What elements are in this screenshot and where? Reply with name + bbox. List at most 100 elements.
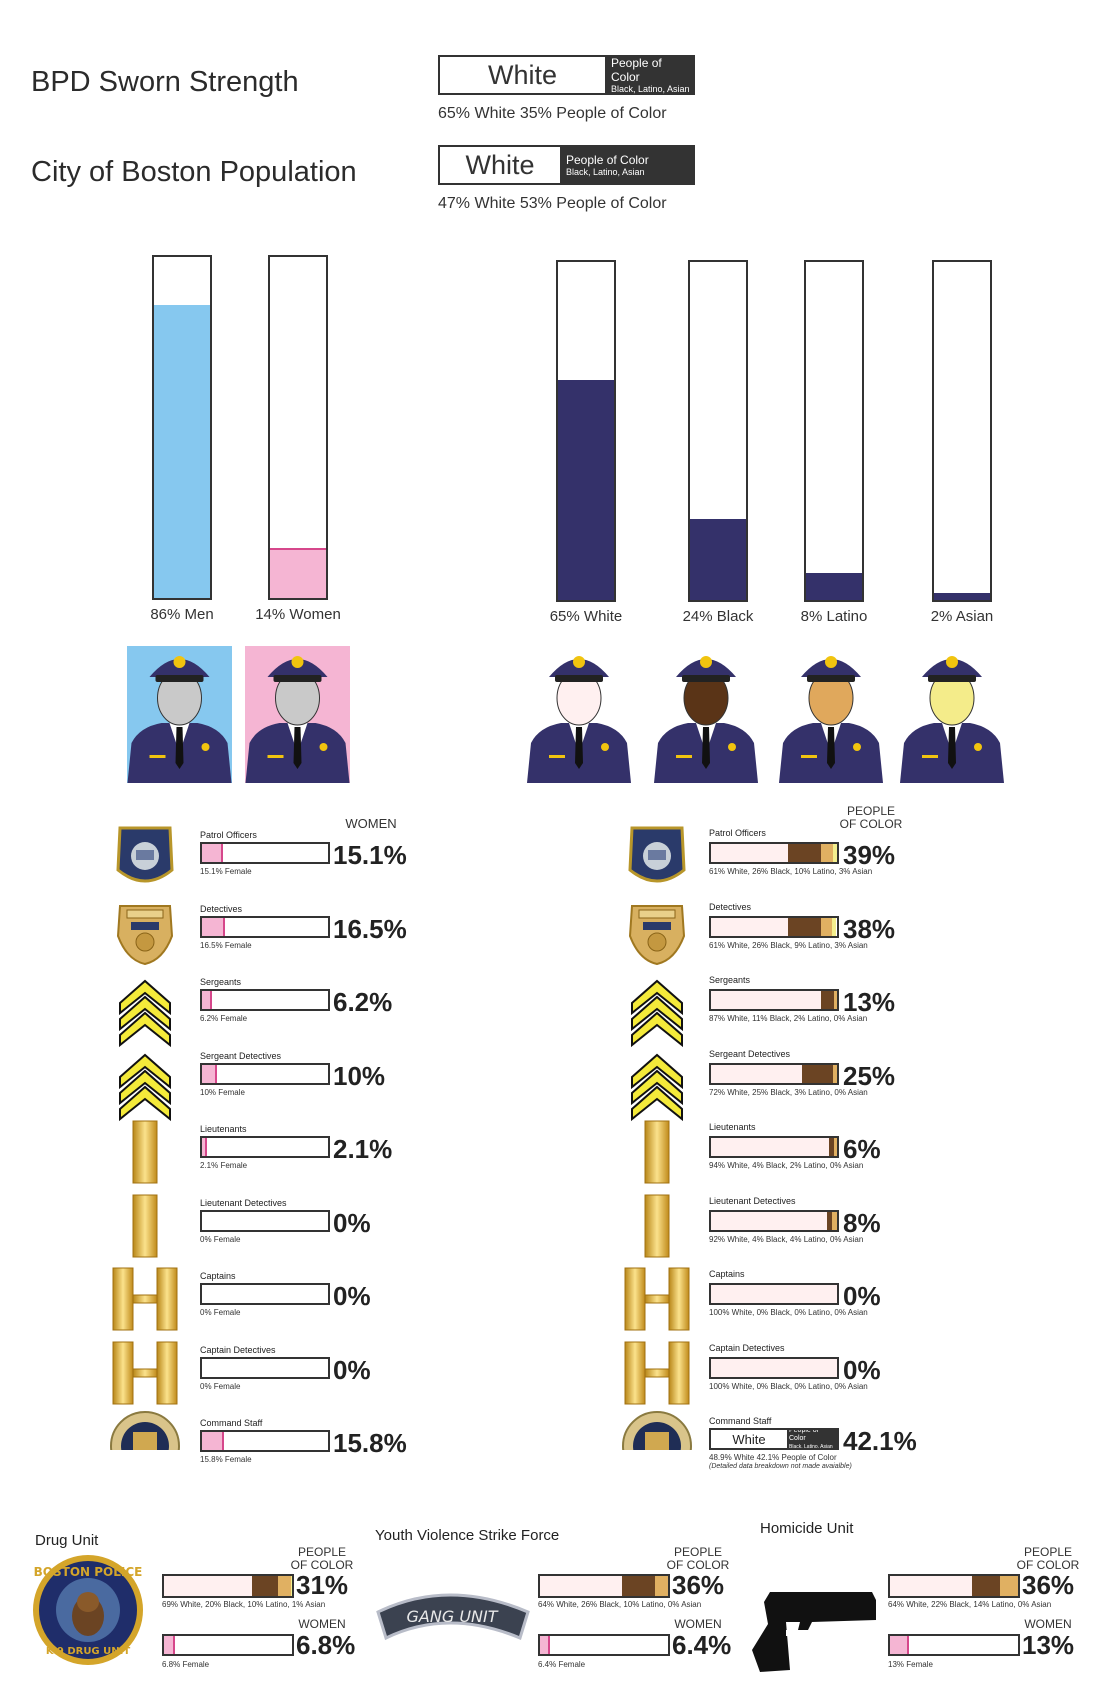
lieutenant-bar-icon [132, 1120, 158, 1184]
command-note: (Detailed data breakdown not made avaial… [709, 1463, 852, 1470]
unit-poc-segment [971, 1576, 1001, 1596]
rank-women-caption-detectives: 16.5% Female [200, 941, 252, 950]
women-fill [202, 991, 212, 1009]
poc-segment-white [711, 918, 788, 936]
rank-women-caption-sergeants: 6.2% Female [200, 1014, 248, 1023]
rank-poc-bar-detectives [709, 916, 839, 938]
rank-poc-caption-patrol-officers: 61% White, 26% Black, 10% Latino, 3% Asi… [709, 867, 873, 876]
rank-poc-pct-captains: 0% [843, 1281, 881, 1311]
officer-latino-icon [779, 656, 883, 783]
rank-title-women-patrol-officers: Patrol Officers [200, 830, 257, 840]
race-bar-asian [932, 260, 992, 602]
race-bar-fill [558, 380, 614, 600]
race-bar-fill [806, 572, 862, 600]
lieutenant-bar-icon [644, 1194, 670, 1258]
rank-women-caption-captain-detectives: 0% Female [200, 1382, 241, 1391]
rank-women-bar-sergeants [200, 989, 330, 1011]
rank-women-caption-lieutenant-detectives: 0% Female [200, 1235, 241, 1244]
bpd-poc-label: People of Color [611, 56, 662, 84]
unit-poc-header-youth-violence-strike-force: PEOPLE OF COLOR [663, 1546, 733, 1572]
unit-women-caption-drug-unit: 6.8% Female [162, 1660, 210, 1669]
rank-women-bar-captains [200, 1283, 330, 1305]
race-bar-label: 24% Black [682, 608, 754, 625]
lieutenant-bar-icon [644, 1120, 670, 1184]
unit-poc-bar-drug-unit [162, 1574, 294, 1598]
officer-illustrations [127, 646, 1004, 783]
rank-poc-bar-lieutenant-detectives [709, 1210, 839, 1232]
poc-segment-white [711, 1359, 837, 1377]
unit-poc-caption-homicide-unit: 64% White, 22% Black, 14% Latino, 0% Asi… [888, 1600, 1052, 1609]
poc-segment-black [801, 1065, 834, 1083]
unit-poc-segment [277, 1576, 291, 1596]
unit-women-bar-youth-violence-strike-force [538, 1634, 670, 1656]
poc-segment-white [711, 1138, 830, 1156]
gender-bar-fill [154, 304, 210, 598]
unit-poc-header-line1: PEOPLE [1023, 1545, 1073, 1559]
race-bar-label: 65% White [549, 608, 623, 625]
rank-poc-bar-patrol-officers [709, 842, 839, 864]
rank-women-bar-lieutenant-detectives [200, 1210, 330, 1232]
rank-title-poc-detectives: Detectives [709, 902, 752, 912]
unit-women-header-homicide-unit: WOMEN [1024, 1617, 1072, 1631]
k9-drug-unit-badge-icon: BOSTON POLICE K-9 DRUG UNIT [33, 1555, 143, 1665]
rank-women-bar-command-staff [200, 1430, 330, 1452]
rank-title-poc-sergeants: Sergeants [709, 975, 751, 985]
poc-segment-asian [833, 844, 837, 862]
rank-title-poc-command-staff: Command Staff [709, 1416, 772, 1426]
unit-title-homicide-unit: Homicide Unit [760, 1520, 854, 1537]
unit-women-caption-youth-violence-strike-force: 6.4% Female [538, 1660, 586, 1669]
unit-women-pct-homicide-unit: 13% [1022, 1630, 1075, 1660]
rank-poc-pct-sergeant-detectives: 25% [843, 1061, 896, 1091]
unit-women-bar-homicide-unit [888, 1634, 1020, 1656]
unit-poc-header-line2: OF COLOR [1016, 1558, 1080, 1572]
race-bar-fill [934, 593, 990, 600]
city-poc-segment: People of Color Black, Latino, Asian [560, 147, 693, 183]
officer-black-icon [654, 656, 758, 783]
poc-segment-black [820, 991, 835, 1009]
rank-poc-caption-sergeant-detectives: 72% White, 25% Black, 3% Latino, 0% Asia… [709, 1088, 868, 1097]
poc-segment-latino [820, 918, 832, 936]
unit-poc-caption-drug-unit: 69% White, 20% Black, 10% Latino, 1% Asi… [162, 1600, 326, 1609]
rank-poc-bar-command-staff: White People of Color Black, Latino, Asian [709, 1428, 839, 1450]
rank-title-women-sergeant-detectives: Sergeant Detectives [200, 1051, 282, 1061]
unit-poc-pct-youth-violence-strike-force: 36% [672, 1570, 725, 1600]
bpd-split-bar: White People of Color Black, Latino, Asi… [438, 55, 695, 95]
unit-poc-header-drug-unit: PEOPLE OF COLOR [287, 1546, 357, 1572]
race-bar-latino [804, 260, 864, 602]
unit-poc-caption-youth-violence-strike-force: 64% White, 26% Black, 10% Latino, 0% Asi… [538, 1600, 702, 1609]
captain-bars-icon [624, 1267, 690, 1331]
poc-header-line1: PEOPLE [846, 804, 896, 818]
city-white-label: White [465, 149, 535, 180]
gender-bar-fill [270, 548, 326, 598]
rank-women-bar-lieutenants [200, 1136, 330, 1158]
rank-poc-bar-captains [709, 1283, 839, 1305]
rank-title-women-command-staff: Command Staff [200, 1418, 263, 1428]
unit-title-drug-unit: Drug Unit [35, 1532, 99, 1549]
rank-title-women-captains: Captains [200, 1271, 236, 1281]
race-bar-fill [690, 518, 746, 600]
rank-title-women-detectives: Detectives [200, 904, 243, 914]
poc-segment-white [711, 1065, 802, 1083]
sergeant-chevron-icon [119, 979, 171, 1048]
rank-poc-caption-command-staff: 48.9% White 42.1% People of Color [709, 1453, 837, 1462]
rank-women-bar-patrol-officers [200, 842, 330, 864]
poc-segment-latino [833, 1065, 837, 1083]
women-fill [202, 1432, 224, 1450]
unit-poc-segment [1000, 1576, 1018, 1596]
rank-title-women-captain-detectives: Captain Detectives [200, 1345, 276, 1355]
unit-poc-pct-drug-unit: 31% [296, 1570, 349, 1600]
poc-segment-asian [831, 918, 836, 936]
sergeant-chevron-icon [631, 1053, 683, 1122]
command-staff-seal-icon [622, 1411, 692, 1450]
rank-poc-pct-captain-detectives: 0% [843, 1355, 881, 1385]
unit-women-fill [890, 1636, 909, 1654]
k9-badge-lettering-lower: K-9 DRUG UNIT [46, 1646, 130, 1657]
rank-poc-pct-patrol-officers: 39% [843, 840, 896, 870]
women-fill [202, 918, 225, 936]
unit-women-bar-drug-unit [162, 1634, 294, 1656]
k9-badge-lettering: BOSTON POLICE [34, 1565, 143, 1579]
rank-women-caption-command-staff: 15.8% Female [200, 1455, 252, 1464]
unit-poc-segment [655, 1576, 668, 1596]
rank-women-bar-captain-detectives [200, 1357, 330, 1379]
rank-title-poc-lieutenant-detectives: Lieutenant Detectives [709, 1196, 796, 1206]
